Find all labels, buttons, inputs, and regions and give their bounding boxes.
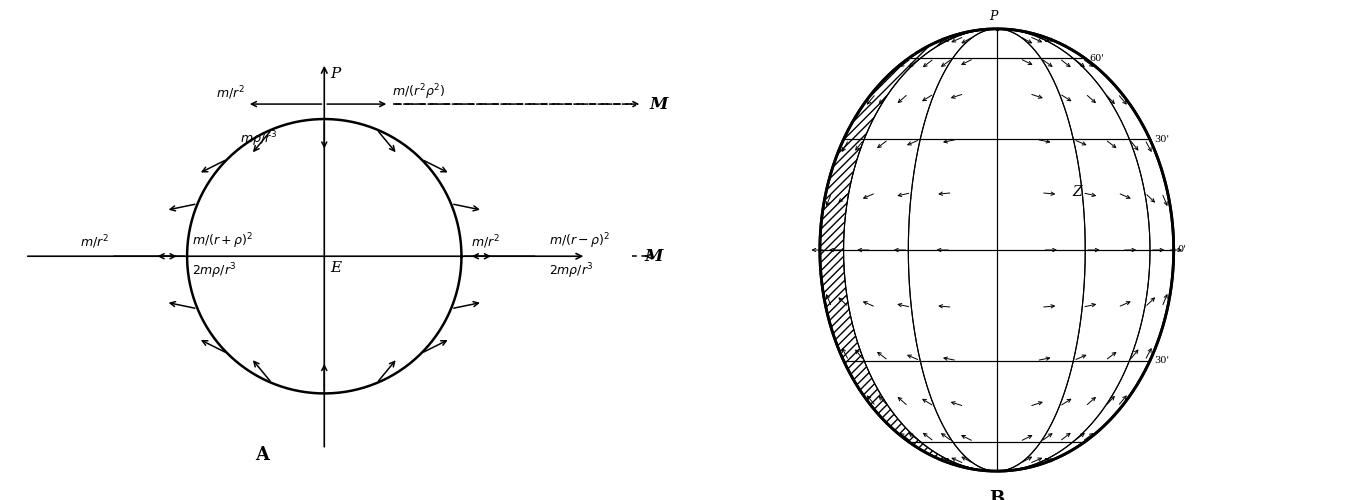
Text: $m/(r+\rho)^2$: $m/(r+\rho)^2$: [193, 232, 253, 251]
Text: 0': 0': [1177, 246, 1187, 254]
Text: Z: Z: [1072, 186, 1083, 200]
Text: $m/(r^2\rho^2)$: $m/(r^2\rho^2)$: [392, 82, 445, 102]
Text: B: B: [989, 490, 1005, 500]
Text: 30': 30': [1154, 356, 1169, 365]
Text: E: E: [330, 261, 342, 275]
Text: A: A: [255, 446, 269, 464]
Text: P: P: [989, 10, 997, 23]
Text: $m\rho/r^3$: $m\rho/r^3$: [240, 129, 277, 148]
Text: $2m\rho/r^3$: $2m\rho/r^3$: [548, 261, 594, 281]
Text: $m/r^2$: $m/r^2$: [79, 234, 109, 251]
Text: $m/(r-\rho)^2$: $m/(r-\rho)^2$: [548, 232, 610, 251]
Text: 60': 60': [1090, 54, 1105, 63]
Text: M: M: [645, 248, 663, 264]
Text: M: M: [649, 96, 668, 112]
Text: $m/r^2$: $m/r^2$: [471, 234, 500, 251]
Text: $2m\rho/r^3$: $2m\rho/r^3$: [193, 261, 237, 281]
Polygon shape: [820, 29, 997, 471]
Text: 30': 30': [1154, 135, 1169, 144]
Text: P: P: [330, 66, 341, 80]
Text: $m/r^2$: $m/r^2$: [216, 84, 244, 102]
